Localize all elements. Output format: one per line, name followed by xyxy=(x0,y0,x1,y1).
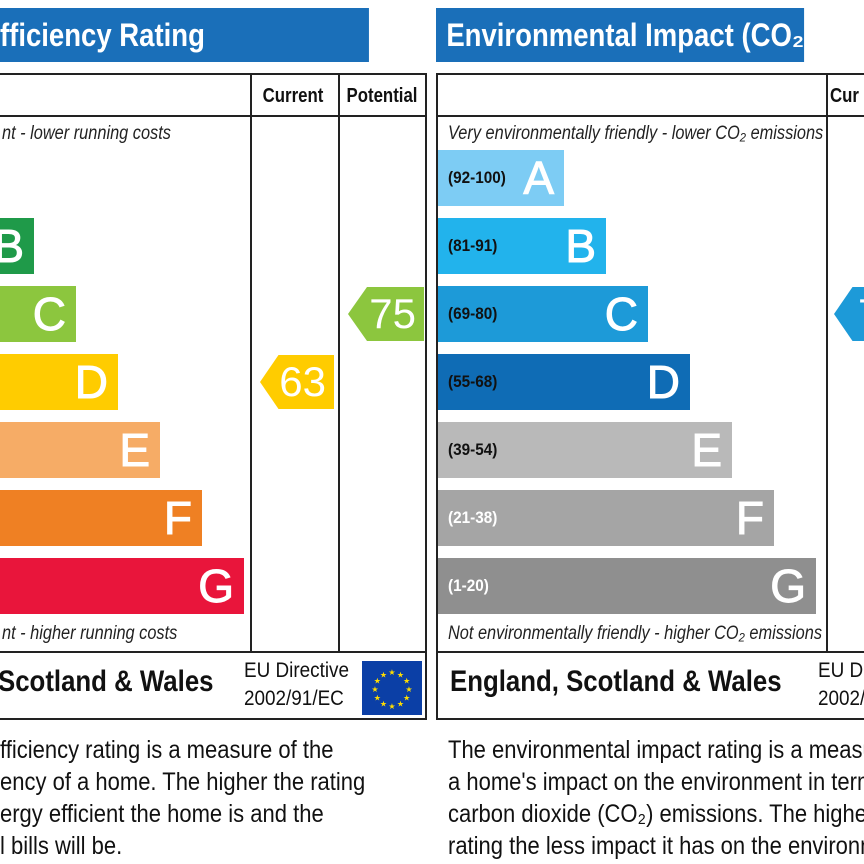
env-current-rating-arrow: 7 xyxy=(834,287,864,341)
eu-star-icon: ★ xyxy=(374,694,381,703)
band-letter: G xyxy=(198,560,235,613)
eu-star-icon: ★ xyxy=(388,702,395,711)
energy-efficiency-panel: fficiency Rating Current Potential nt - … xyxy=(0,0,429,864)
energy-desc-line: ency of a home. The higher the rating xyxy=(0,768,366,796)
band-range-label: (21-38) xyxy=(448,508,498,527)
band-range-label: (69-80) xyxy=(448,304,498,323)
current-rating-arrow: 63 xyxy=(260,355,334,409)
env-desc-line: The environmental impact rating is a mea… xyxy=(448,736,864,764)
band-letter: E xyxy=(119,424,151,477)
eu-flag-icon: ★ ★ ★ ★ ★ ★ ★ ★ ★ ★ ★ ★ xyxy=(362,661,422,715)
band-letter: E xyxy=(691,424,723,477)
band-g: (1-20) G xyxy=(438,558,816,614)
env-directive: EU Di 2002/ xyxy=(818,657,864,713)
band-f: F xyxy=(0,490,202,546)
energy-description: fficiency rating is a measure of the enc… xyxy=(0,734,365,862)
directive-line1: EU Directive xyxy=(244,659,350,682)
band-range-label: (55-68) xyxy=(448,372,498,391)
energy-header-row xyxy=(0,75,425,117)
band-letter: G xyxy=(770,560,807,613)
potential-column-label: Potential xyxy=(346,85,418,107)
band-a: (92-100) A xyxy=(438,150,564,206)
env-directive-line2: 2002/ xyxy=(818,687,864,710)
band-letter: C xyxy=(32,288,66,341)
band-range-label: (92-100) xyxy=(448,168,506,187)
eu-star-icon: ★ xyxy=(371,685,378,694)
band-b: (81-91) B xyxy=(438,218,606,274)
directive-line2: 2002/91/EC xyxy=(244,687,344,710)
energy-desc-line: l bills will be. xyxy=(0,832,123,860)
band-letter: F xyxy=(735,492,764,545)
env-header-row xyxy=(438,75,864,117)
env-current-divider xyxy=(826,75,828,653)
band-range-label: (81-91) xyxy=(448,236,498,255)
current-divider xyxy=(250,75,252,653)
env-desc-line: carbon dioxide (CO₂) emissions. The high… xyxy=(448,800,864,828)
current-column-label: Current xyxy=(262,85,324,107)
env-directive-line1: EU Di xyxy=(818,659,864,682)
potential-rating-arrow: 75 xyxy=(348,287,424,341)
eu-star-icon: ★ xyxy=(380,700,387,709)
band-letter: C xyxy=(604,288,638,341)
energy-bottom-note: nt - higher running costs xyxy=(2,623,178,644)
energy-top-note: nt - lower running costs xyxy=(2,123,171,144)
energy-desc-line: fficiency rating is a measure of the xyxy=(0,736,334,764)
potential-divider xyxy=(338,75,340,653)
env-footer-divider xyxy=(438,651,864,653)
eu-star-icon: ★ xyxy=(403,677,410,686)
band-b: B xyxy=(0,218,34,274)
eu-star-icon: ★ xyxy=(374,677,381,686)
energy-footer-country: Scotland & Wales xyxy=(0,665,214,698)
band-e: (39-54) E xyxy=(438,422,732,478)
band-letter: D xyxy=(74,356,108,409)
env-current-column-label: Cur xyxy=(830,85,859,107)
env-bottom-note: Not environmentally friendly - higher CO… xyxy=(448,623,823,644)
eu-stars-icon: ★★★★★★★★★ ★ ★★ xyxy=(371,668,412,711)
energy-title: fficiency Rating xyxy=(0,8,369,62)
environmental-impact-panel: Environmental Impact (CO₂) Rati Cur Very… xyxy=(436,0,864,864)
eu-star-icon: ★ xyxy=(380,670,387,679)
band-e: E xyxy=(0,422,160,478)
eu-star-icon: ★ xyxy=(397,700,404,709)
energy-directive: EU Directive 2002/91/EC xyxy=(244,657,349,713)
band-letter: B xyxy=(0,218,24,274)
band-d: (55-68) D xyxy=(438,354,690,410)
band-range-label: (1-20) xyxy=(448,576,489,595)
env-description: The environmental impact rating is a mea… xyxy=(448,734,864,862)
energy-footer-divider xyxy=(0,651,425,653)
env-desc-line: rating the less impact it has on the env… xyxy=(448,832,864,860)
band-d: D xyxy=(0,354,118,410)
environmental-title: Environmental Impact (CO₂) Rati xyxy=(436,8,805,62)
band-letter: F xyxy=(163,492,192,545)
band-c: (69-80) C xyxy=(438,286,648,342)
eu-star-icon: ★ xyxy=(397,670,404,679)
band-range-label: (39-54) xyxy=(448,440,498,459)
eu-star-icon: ★ xyxy=(405,685,412,694)
env-footer-country: England, Scotland & Wales xyxy=(450,665,782,698)
env-top-note: Very environmentally friendly - lower CO… xyxy=(448,123,824,144)
energy-desc-line: ergy efficient the home is and the xyxy=(0,800,324,828)
eu-star-icon: ★ xyxy=(403,694,410,703)
band-g: G xyxy=(0,558,244,614)
env-desc-line: a home's impact on the environment in te… xyxy=(448,768,864,796)
band-f: (21-38) F xyxy=(438,490,774,546)
band-letter: B xyxy=(565,220,597,273)
env-chart-box: Cur Very environmentally friendly - lowe… xyxy=(436,73,864,720)
band-letter: A xyxy=(523,152,555,205)
band-letter: D xyxy=(646,356,680,409)
energy-chart-box: Current Potential nt - lower running cos… xyxy=(0,73,427,720)
eu-star-icon: ★ xyxy=(388,668,395,677)
band-c: C xyxy=(0,286,76,342)
